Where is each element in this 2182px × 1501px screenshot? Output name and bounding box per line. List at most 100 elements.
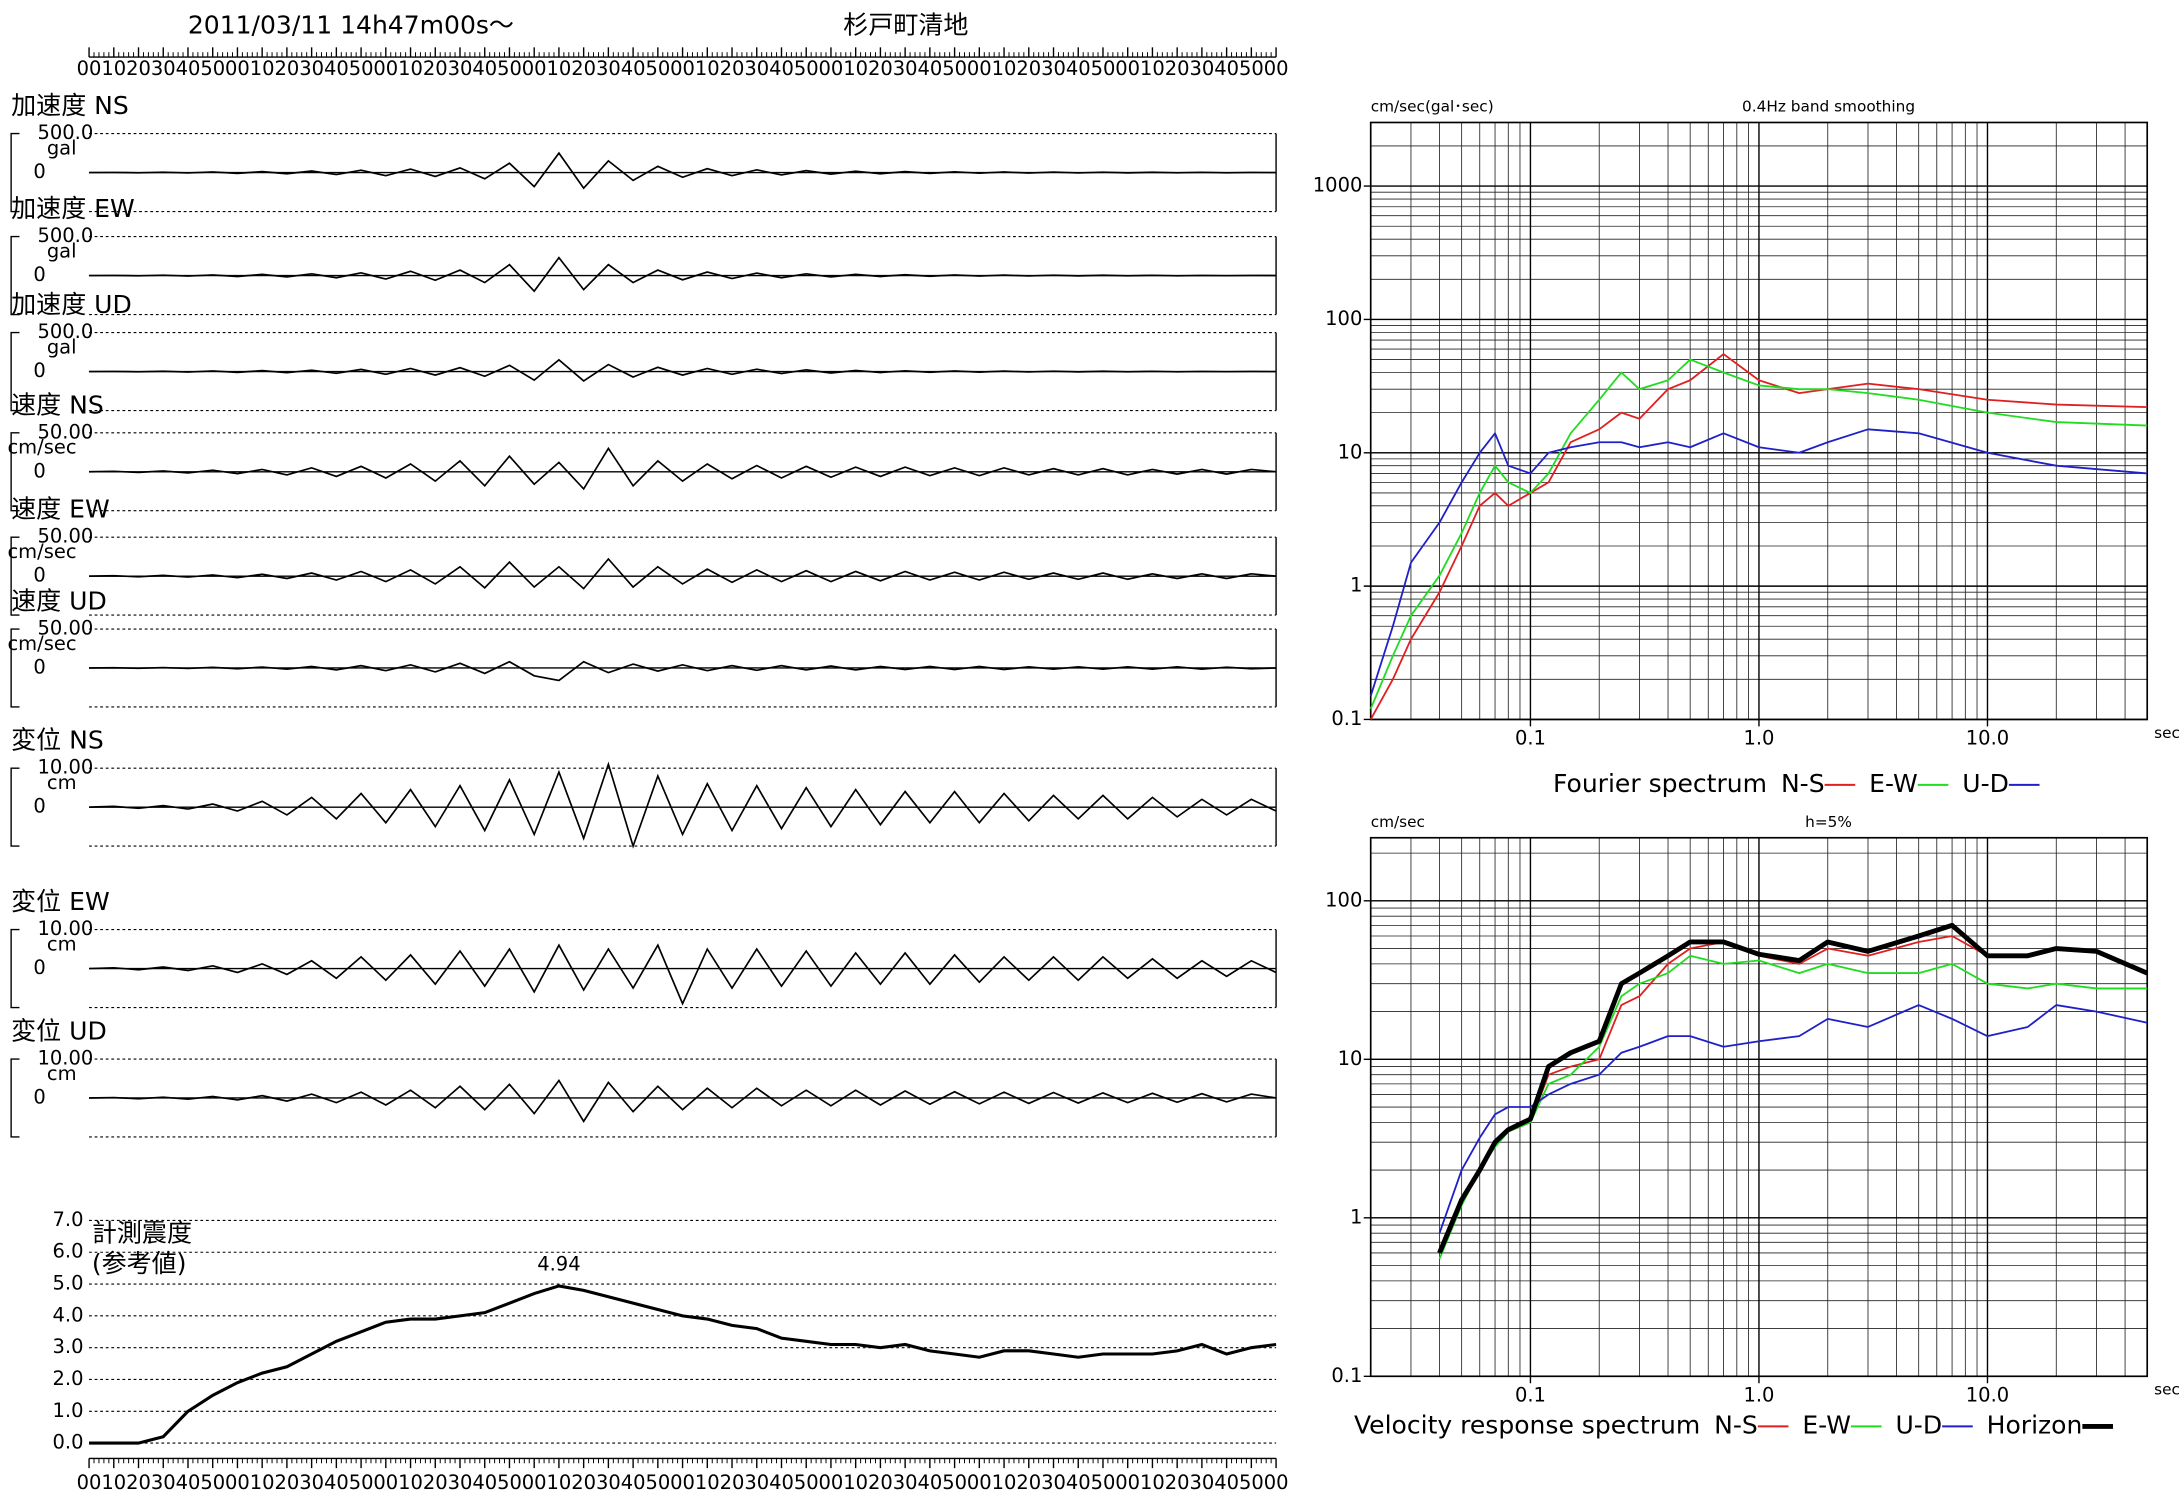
y-tick-label: 0 bbox=[33, 655, 45, 678]
panel-title: 加速度 EW bbox=[11, 194, 135, 223]
x-tick-label: 30 bbox=[893, 57, 918, 80]
x-tick-label: 00 bbox=[1115, 1471, 1140, 1494]
waveform bbox=[89, 256, 1277, 293]
y-tick-label: 0 bbox=[33, 795, 45, 818]
x-tick-label: 1.0 bbox=[1743, 726, 1774, 749]
y-tick-label: 7.0 bbox=[53, 1208, 84, 1231]
station: 杉戸町清地 bbox=[843, 10, 968, 39]
y-tick-label: 6.0 bbox=[53, 1240, 84, 1263]
x-tick-label: 10.0 bbox=[1966, 1383, 2009, 1406]
x-tick-label: 50 bbox=[497, 57, 522, 80]
x-tick-label: 50 bbox=[1091, 57, 1116, 80]
waveform bbox=[89, 943, 1277, 1006]
y-tick-label: 10.00 bbox=[37, 1047, 93, 1070]
x-tick-label: 20 bbox=[868, 57, 893, 80]
y-tick-label: 5.0 bbox=[53, 1272, 84, 1295]
intensity-line bbox=[89, 1284, 1277, 1445]
legend-title: Velocity response spectrum bbox=[1354, 1410, 1700, 1439]
spectrum-line bbox=[1369, 358, 2148, 710]
panel-bracket bbox=[10, 536, 20, 616]
x-tick-label: 20 bbox=[1165, 1471, 1190, 1494]
x-tick-label: 30 bbox=[448, 57, 473, 80]
x-tick-label: 40 bbox=[1214, 57, 1239, 80]
x-tick-label: 20 bbox=[720, 57, 745, 80]
waveform bbox=[89, 358, 1277, 382]
x-tick-label: 20 bbox=[126, 57, 151, 80]
unit-label: cm bbox=[47, 771, 77, 794]
x-tick-label: 50 bbox=[200, 1471, 225, 1494]
panel-title: 速度 UD bbox=[11, 587, 107, 616]
x-tick-label: 50 bbox=[349, 57, 374, 80]
x-tick-label: 30 bbox=[744, 1471, 769, 1494]
x-tick-label: 20 bbox=[1016, 57, 1041, 80]
x-tick-label: 00 bbox=[670, 1471, 695, 1494]
x-tick-label: 10.0 bbox=[1966, 726, 2009, 749]
y-tick-label: 50.00 bbox=[37, 525, 93, 548]
x-tick-label: 50 bbox=[1239, 57, 1264, 80]
y-tick-label: 0 bbox=[33, 1085, 45, 1108]
unit-label: cm bbox=[47, 1062, 77, 1085]
x-tick-label: 20 bbox=[720, 1471, 745, 1494]
y-tick-label: 0 bbox=[33, 564, 45, 587]
legend-label: N-S bbox=[1714, 1410, 1758, 1439]
x-tick-label: 40 bbox=[917, 57, 942, 80]
y-tick-label: 0 bbox=[33, 359, 45, 382]
y-tick-label: 50.00 bbox=[37, 617, 93, 640]
unit-label: cm/sec bbox=[7, 540, 76, 563]
waveform bbox=[89, 151, 1277, 190]
x-tick-label: 10 bbox=[547, 57, 572, 80]
x-tick-label: 00 bbox=[522, 57, 547, 80]
x-tick-label: 40 bbox=[324, 1471, 349, 1494]
x-tick-label: 10 bbox=[250, 57, 275, 80]
y-label: cm/sec bbox=[1371, 813, 1425, 831]
unit-label: cm bbox=[47, 932, 77, 955]
x-tick-label: 10 bbox=[843, 57, 868, 80]
x-tick-label: 40 bbox=[917, 1471, 942, 1494]
x-tick-label: 10 bbox=[1140, 1471, 1165, 1494]
panel-title: 加速度 NS bbox=[11, 91, 129, 120]
x-tick-label: 20 bbox=[571, 57, 596, 80]
x-tick-label: 40 bbox=[1214, 1471, 1239, 1494]
x-tick-label: 30 bbox=[1041, 57, 1066, 80]
x-tick-label: 40 bbox=[621, 57, 646, 80]
x-tick-label: 50 bbox=[349, 1471, 374, 1494]
x-tick-label: 1.0 bbox=[1743, 1383, 1774, 1406]
y-tick-label: 10 bbox=[1338, 440, 1363, 463]
x-tick-label: 20 bbox=[275, 1471, 300, 1494]
unit-label: cm/sec bbox=[7, 436, 76, 459]
y-tick-label: 1000 bbox=[1313, 174, 1363, 197]
peak-label: 4.94 bbox=[537, 1253, 580, 1276]
x-tick-label: 20 bbox=[423, 57, 448, 80]
x-tick-label: 30 bbox=[596, 57, 621, 80]
x-tick-label: 20 bbox=[423, 1471, 448, 1494]
x-tick-label: 10 bbox=[398, 1471, 423, 1494]
x-tick-label: 50 bbox=[942, 57, 967, 80]
panel-bracket bbox=[10, 331, 20, 412]
x-tick-label: 10 bbox=[101, 57, 126, 80]
x-tick-label: 40 bbox=[324, 57, 349, 80]
x-tick-label: 50 bbox=[1239, 1471, 1264, 1494]
waveform bbox=[89, 660, 1277, 682]
x-tick-label: 00 bbox=[77, 57, 102, 80]
x-tick-label: 50 bbox=[645, 1471, 670, 1494]
x-tick-label: 40 bbox=[621, 1471, 646, 1494]
x-tick-label: 50 bbox=[200, 57, 225, 80]
x-tick-label: 40 bbox=[1066, 57, 1091, 80]
x-tick-label: 40 bbox=[472, 57, 497, 80]
x-tick-label: 00 bbox=[1115, 57, 1140, 80]
x-tick-label: 00 bbox=[77, 1471, 102, 1494]
y-tick-label: 1.0 bbox=[53, 1399, 84, 1422]
x-tick-label: 00 bbox=[1264, 57, 1289, 80]
panel-title: 速度 NS bbox=[11, 390, 104, 419]
unit-label: gal bbox=[47, 335, 77, 358]
y-tick-label: 0 bbox=[33, 263, 45, 286]
x-tick-label: 30 bbox=[596, 1471, 621, 1494]
x-tick-label: 40 bbox=[472, 1471, 497, 1494]
panel-bracket bbox=[10, 235, 20, 316]
x-tick-label: 50 bbox=[497, 1471, 522, 1494]
y-tick-label: 10.00 bbox=[37, 756, 93, 779]
legend-label: E-W bbox=[1802, 1410, 1851, 1439]
y-label: cm/sec(gal･sec) bbox=[1371, 98, 1494, 116]
legend-label: N-S bbox=[1781, 769, 1825, 798]
